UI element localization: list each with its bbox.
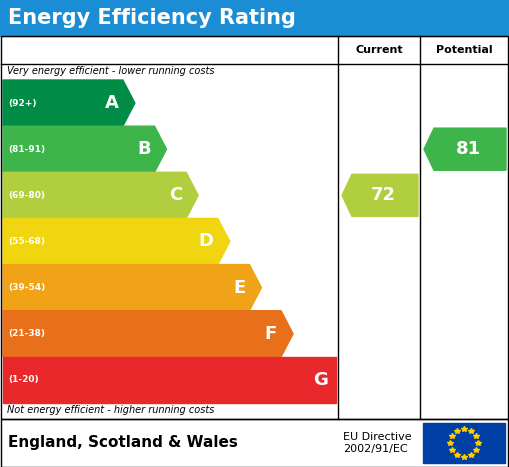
Bar xyxy=(1,419,508,467)
Text: F: F xyxy=(265,325,277,343)
Polygon shape xyxy=(3,126,166,172)
Polygon shape xyxy=(3,265,262,311)
Text: (81-91): (81-91) xyxy=(8,145,45,154)
Text: 81: 81 xyxy=(456,140,480,158)
Text: G: G xyxy=(313,371,328,389)
Text: (69-80): (69-80) xyxy=(8,191,45,200)
Text: (55-68): (55-68) xyxy=(8,237,45,246)
Text: EU Directive: EU Directive xyxy=(343,432,412,442)
Text: B: B xyxy=(137,140,151,158)
Text: Not energy efficient - higher running costs: Not energy efficient - higher running co… xyxy=(7,405,214,415)
Polygon shape xyxy=(3,172,198,219)
Polygon shape xyxy=(424,128,506,170)
Text: England, Scotland & Wales: England, Scotland & Wales xyxy=(8,436,238,451)
Polygon shape xyxy=(342,174,418,216)
Text: (1-20): (1-20) xyxy=(8,375,39,384)
Polygon shape xyxy=(3,311,293,357)
Text: 72: 72 xyxy=(371,186,395,205)
Text: Very energy efficient - lower running costs: Very energy efficient - lower running co… xyxy=(7,66,214,76)
Text: Current: Current xyxy=(355,45,403,55)
Text: A: A xyxy=(105,94,119,112)
Text: 2002/91/EC: 2002/91/EC xyxy=(343,444,408,454)
Bar xyxy=(1,36,508,419)
Text: E: E xyxy=(233,279,245,297)
Text: C: C xyxy=(169,186,182,205)
Text: D: D xyxy=(199,233,214,250)
Text: (92+): (92+) xyxy=(8,99,37,107)
Bar xyxy=(0,0,509,36)
Text: (21-38): (21-38) xyxy=(8,329,45,338)
Polygon shape xyxy=(3,357,336,403)
Text: (39-54): (39-54) xyxy=(8,283,45,292)
Polygon shape xyxy=(3,219,230,265)
Text: Potential: Potential xyxy=(436,45,493,55)
Polygon shape xyxy=(3,80,135,126)
Bar xyxy=(423,423,505,463)
Text: Energy Efficiency Rating: Energy Efficiency Rating xyxy=(8,8,296,28)
